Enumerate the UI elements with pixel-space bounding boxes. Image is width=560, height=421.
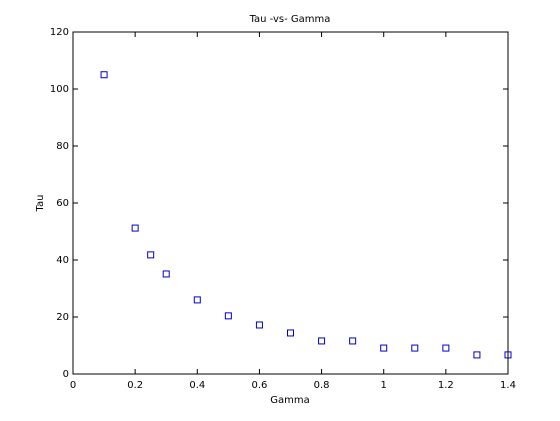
marker (287, 329, 294, 337)
y-tick-label: 60 (56, 198, 69, 209)
marker (193, 296, 201, 304)
x-axis-label: Gamma (270, 395, 310, 406)
x-tick-label: 0.6 (251, 380, 267, 391)
y-tick-label: 120 (50, 27, 69, 38)
x-tick-label: 1.2 (438, 380, 454, 391)
chart-title: Tau -vs- Gamma (249, 14, 331, 25)
marker (100, 71, 108, 79)
marker (349, 337, 357, 345)
x-tick-label: 0.4 (189, 380, 205, 391)
y-tick-label: 40 (56, 255, 69, 266)
x-tick-label: 0 (70, 380, 76, 391)
marker (504, 351, 512, 359)
marker (224, 312, 232, 320)
marker (442, 344, 450, 352)
marker (473, 351, 481, 359)
x-tick-label: 1.4 (500, 380, 516, 391)
marker (411, 344, 419, 352)
y-tick-label: 100 (50, 84, 69, 95)
x-tick-label: 0.2 (127, 380, 143, 391)
marker (255, 321, 263, 329)
marker (162, 270, 170, 278)
marker (131, 224, 139, 232)
x-tick-label: 1 (381, 380, 387, 391)
y-tick-label: 80 (56, 141, 69, 152)
y-tick-label: 20 (56, 312, 69, 323)
y-tick-label: 0 (63, 369, 69, 380)
marker (147, 251, 155, 259)
y-axis-label: Tau (35, 195, 46, 213)
marker (380, 344, 388, 352)
x-tick-label: 0.8 (314, 380, 330, 391)
marker (318, 337, 326, 345)
